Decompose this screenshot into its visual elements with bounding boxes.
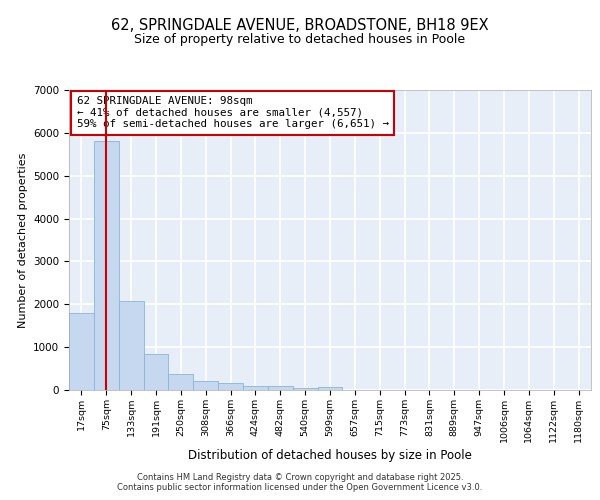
Bar	[218, 382, 243, 390]
Y-axis label: Number of detached properties: Number of detached properties	[17, 152, 28, 328]
X-axis label: Distribution of detached houses by size in Poole: Distribution of detached houses by size …	[188, 449, 472, 462]
Bar	[243, 386, 268, 390]
Bar	[268, 386, 293, 390]
Bar	[169, 374, 193, 390]
Text: Size of property relative to detached houses in Poole: Size of property relative to detached ho…	[134, 32, 466, 46]
Bar	[94, 142, 119, 390]
Text: 62 SPRINGDALE AVENUE: 98sqm
← 41% of detached houses are smaller (4,557)
59% of : 62 SPRINGDALE AVENUE: 98sqm ← 41% of det…	[77, 96, 389, 129]
Text: 62, SPRINGDALE AVENUE, BROADSTONE, BH18 9EX: 62, SPRINGDALE AVENUE, BROADSTONE, BH18 …	[111, 18, 489, 32]
Bar	[69, 313, 94, 390]
Bar	[317, 386, 343, 390]
Bar	[119, 301, 143, 390]
Bar	[293, 388, 317, 390]
Text: Contains HM Land Registry data © Crown copyright and database right 2025.
Contai: Contains HM Land Registry data © Crown c…	[118, 473, 482, 492]
Bar	[143, 354, 169, 390]
Bar	[193, 380, 218, 390]
